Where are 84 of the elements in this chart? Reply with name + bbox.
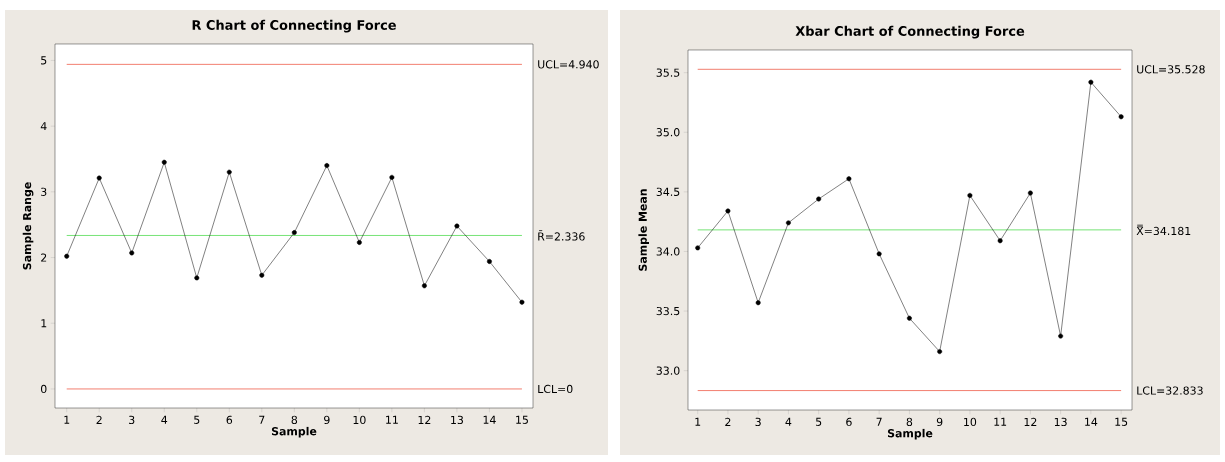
x-tick-label: 15 (1115, 417, 1128, 426)
ref-line-label: UCL=4.940 (538, 60, 599, 69)
ref-line-label: LCL=32.833 (1137, 386, 1203, 395)
x-axis-title: Sample (887, 428, 933, 440)
point (1118, 114, 1124, 120)
point (324, 163, 330, 168)
point (1088, 79, 1094, 85)
x-tick-label: 1 (64, 415, 70, 424)
point (194, 275, 200, 281)
point (937, 349, 943, 355)
x-tick-label: 2 (725, 417, 731, 426)
x-tick-label: 15 (516, 415, 528, 424)
point (64, 253, 70, 259)
x-tick-label: 3 (129, 415, 135, 425)
point (785, 220, 791, 226)
point (421, 283, 427, 289)
x-tick-label: 9 (324, 415, 330, 425)
x-tick-label: 4 (785, 417, 792, 426)
x-tick-label: 7 (259, 415, 265, 424)
point (454, 223, 460, 229)
x-tick-label: 13 (1054, 417, 1067, 427)
y-tick-label: 4 (40, 122, 47, 131)
x-tick-label: 5 (194, 415, 200, 424)
x-tick-label: 7 (876, 417, 882, 426)
y-tick-label: 35.0 (656, 128, 680, 137)
x-tick-label: 8 (291, 415, 298, 425)
point (725, 208, 731, 214)
y-tick-label: 0 (40, 384, 47, 394)
point (161, 159, 167, 165)
x-tick-label: 9 (936, 417, 943, 427)
y-tick-label: 35.5 (656, 68, 680, 77)
y-tick-label: 1 (41, 319, 47, 328)
x-tick-label: 10 (964, 417, 977, 427)
x-tick-label: 6 (846, 417, 852, 427)
point (846, 176, 852, 182)
point (291, 230, 297, 236)
point (967, 192, 973, 198)
x-tick-label: 12 (1024, 417, 1037, 426)
x-tick-label: 14 (483, 415, 496, 424)
x-tick-label: 11 (386, 415, 398, 424)
x-tick-label: 3 (755, 417, 761, 427)
point (96, 175, 102, 181)
y-tick-label: 33.5 (656, 306, 680, 316)
point (755, 300, 761, 306)
point (997, 238, 1003, 244)
point (876, 251, 882, 257)
x-tick-label: 2 (96, 415, 102, 424)
point (226, 169, 232, 175)
x-tick-label: 10 (353, 415, 366, 425)
x-tick-label: 6 (226, 415, 233, 425)
x-axis-title: Sample (271, 426, 317, 438)
point (906, 315, 912, 321)
point (259, 272, 265, 278)
ref-line-label: X̿=34.181 (1136, 224, 1191, 236)
y-tick-label: 34.0 (656, 247, 680, 256)
chart-title: R Chart of Connecting Force (192, 19, 396, 33)
x-tick-label: 4 (161, 415, 168, 424)
point (816, 196, 822, 202)
x-tick-label: 1 (695, 417, 701, 426)
ref-line-label: LCL=0 (538, 384, 573, 394)
ref-line-label: UCL=35.528 (1137, 65, 1205, 74)
point (129, 250, 135, 256)
point (356, 239, 362, 245)
x-tick-label: 14 (1085, 417, 1098, 426)
y-tick-label: 34.5 (656, 187, 680, 196)
point (1027, 190, 1033, 196)
y-tick-label: 2 (41, 253, 47, 262)
point (1058, 333, 1064, 339)
x-tick-label: 13 (451, 415, 464, 425)
x-tick-label: 5 (816, 417, 822, 426)
chart-title: Xbar Chart of Connecting Force (795, 25, 1025, 39)
point (519, 299, 525, 305)
y-tick-label: 5 (41, 56, 47, 65)
y-tick-label: 33.0 (656, 366, 680, 375)
x-tick-label: 11 (994, 417, 1007, 426)
point (486, 259, 492, 264)
x-tick-label: 12 (418, 415, 431, 424)
y-tick-label: 3 (41, 187, 47, 196)
ref-line-label: R̄=2.336 (538, 230, 585, 241)
x-tick-label: 8 (906, 417, 913, 427)
y-axis-title: Sample Mean (638, 189, 649, 271)
point (695, 245, 701, 251)
point (389, 174, 395, 180)
y-axis-title: Sample Range (22, 182, 34, 270)
